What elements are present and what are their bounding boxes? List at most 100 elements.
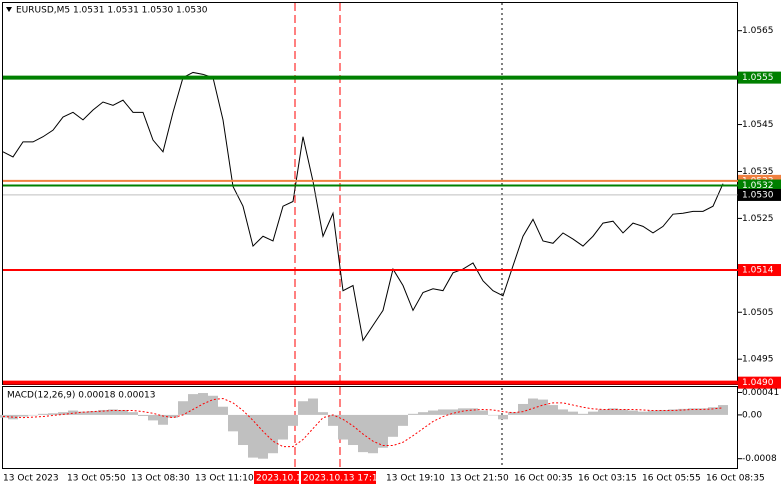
level-label-bg (738, 376, 781, 389)
macd-bar (278, 414, 288, 440)
macd-bar (208, 395, 218, 415)
macd-bar (388, 414, 398, 437)
macd-bar (638, 411, 648, 415)
macd-bar (558, 409, 568, 415)
macd-bar (528, 398, 538, 415)
signal-line (2, 397, 724, 448)
macd-bar (658, 409, 668, 415)
macd-bar (608, 408, 618, 415)
macd-title: MACD(12,26,9) 0.00018 0.00013 (7, 391, 156, 401)
x-label-highlight (254, 471, 299, 484)
macd-bar (178, 401, 188, 415)
macd-bar (368, 414, 378, 454)
x-tick-label: 16 Oct 08:35 (706, 474, 765, 484)
macd-bar (308, 398, 318, 415)
y-tick-label: -0.0008 (742, 454, 777, 464)
macd-bar (78, 411, 88, 415)
macd-bar (698, 408, 708, 415)
macd-bar (598, 409, 608, 415)
macd-bar (538, 399, 548, 415)
x-tick-label: 16 Oct 03:15 (578, 474, 637, 484)
macd-bar (128, 412, 138, 415)
macd-bar (648, 410, 658, 415)
macd-bar (238, 414, 248, 446)
macd-bar (68, 410, 78, 415)
level-label: 1.0555 (742, 73, 774, 83)
macd-bar (298, 401, 308, 415)
macd-bar (38, 413, 48, 415)
x-tick-label: 2023.10.1 (256, 474, 302, 484)
macd-bar (258, 414, 268, 459)
y-tick-label: 1.0495 (742, 355, 774, 365)
level-label-bg (738, 264, 781, 277)
x-tick-label: 16 Oct 00:35 (514, 474, 573, 484)
x-tick-label: 13 Oct 11:10 (195, 474, 254, 484)
y-tick-label: 1.0565 (742, 26, 774, 36)
level-label: 1.0514 (742, 266, 774, 276)
macd-bar (228, 414, 238, 432)
x-tick-label: 13 Oct 2023 (3, 474, 59, 484)
level-label: 1.0530 (742, 190, 774, 200)
y-tick-label: 0.00041 (742, 388, 779, 398)
macd-bar (98, 409, 108, 415)
macd-bar (548, 405, 558, 415)
macd-bar (478, 410, 488, 415)
macd-bar (498, 414, 508, 420)
macd-bar (248, 414, 258, 458)
macd-bar (188, 394, 198, 415)
x-tick-label: 13 Oct 05:50 (67, 474, 126, 484)
x-tick-label: 13 Oct 19:10 (386, 474, 445, 484)
macd-bar (158, 414, 168, 425)
macd-bar (48, 413, 58, 415)
macd-bar (288, 414, 298, 426)
macd-bar (58, 412, 68, 415)
macd-bar (338, 414, 348, 440)
macd-bar (8, 414, 18, 420)
macd-bar (148, 414, 158, 421)
header-icon (6, 7, 12, 12)
macd-bar (18, 414, 28, 417)
macd-bar (168, 414, 178, 418)
y-tick-label: 1.0545 (742, 120, 774, 130)
macd-bar (688, 408, 698, 415)
macd-bar (438, 409, 448, 415)
macd-frame (2, 386, 738, 469)
macd-bar (708, 407, 718, 415)
macd-bar (618, 409, 628, 415)
level-label-bg (738, 71, 781, 84)
x-tick-label: 2023.10.13 17:10 (303, 474, 384, 484)
macd-bar (218, 406, 228, 415)
level-label-bg (738, 188, 781, 201)
macd-bar (588, 411, 598, 415)
macd-bar (328, 414, 338, 426)
level-label: 1.0490 (742, 378, 774, 388)
y-tick-label: 1.0535 (742, 167, 774, 177)
macd-bar (398, 414, 408, 426)
macd-bar (378, 414, 388, 448)
level-label: 1.0532 (742, 181, 774, 191)
macd-bar (488, 414, 498, 416)
macd-bar (268, 414, 278, 454)
y-tick-label: 0.00 (742, 410, 762, 420)
macd-bar (458, 408, 468, 415)
macd-bar (108, 409, 118, 415)
macd-bar (28, 414, 38, 416)
macd-bar (468, 408, 478, 415)
macd-bar (428, 410, 438, 415)
price-line (2, 71, 724, 342)
x-tick-label: 16 Oct 05:55 (642, 474, 701, 484)
y-tick-label: 1.0525 (742, 214, 774, 224)
macd-bar (418, 412, 428, 415)
macd-bar (118, 409, 128, 415)
macd-bar (578, 413, 588, 415)
level-label-bg (738, 179, 781, 192)
x-label-highlight (301, 471, 376, 484)
macd-bar (678, 408, 688, 415)
x-tick-label: 13 Oct 21:50 (450, 474, 509, 484)
macd-bar (348, 414, 358, 446)
macd-bar (408, 413, 418, 415)
macd-bar (568, 411, 578, 415)
x-tick-label: 13 Oct 08:30 (131, 474, 190, 484)
macd-bar (518, 403, 528, 415)
